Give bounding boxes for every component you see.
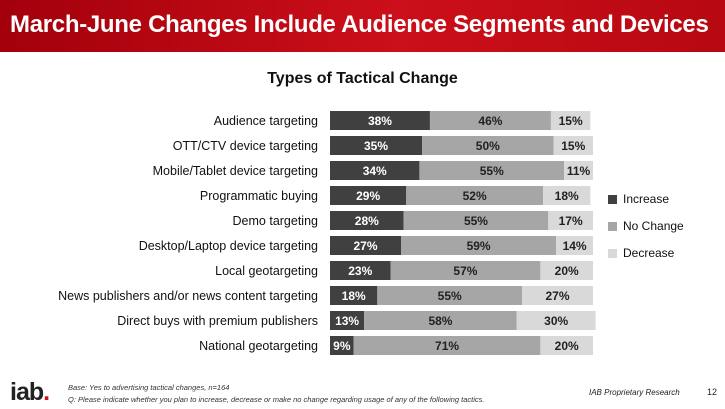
bar-no-change-desktop-laptop-device-targeting (401, 236, 557, 255)
bar-no-change-programmatic-buying (406, 186, 544, 205)
data-label-decrease-demo-targeting: 17% (559, 214, 583, 228)
chart-title: Types of Tactical Change (267, 70, 458, 87)
iab-logo: iab. (10, 378, 50, 406)
data-label-increase-national-geotargeting: 9% (333, 339, 351, 353)
legend-label-decrease: Decrease (623, 246, 675, 260)
category-label-direct-buys-with-premium-publishers: Direct buys with premium publishers (117, 314, 318, 328)
bar-decrease-desktop-laptop-device-targeting (556, 236, 593, 255)
bar-increase-audience-targeting (330, 111, 430, 130)
category-label-programmatic-buying: Programmatic buying (200, 189, 318, 203)
bar-increase-programmatic-buying (330, 186, 407, 205)
data-label-decrease-ott-ctv-device-targeting: 15% (561, 139, 585, 153)
data-label-no-change-direct-buys-with-premium-publishers: 58% (428, 314, 452, 328)
bar-no-change-audience-targeting (429, 111, 551, 130)
title-banner: March-June Changes Include Audience Segm… (0, 0, 725, 52)
data-label-increase-ott-ctv-device-targeting: 35% (364, 139, 388, 153)
data-label-no-change-local-geotargeting: 57% (453, 264, 477, 278)
data-label-no-change-mobile-tablet-device-targeting: 55% (480, 164, 504, 178)
bar-decrease-demo-targeting (548, 211, 593, 230)
data-label-increase-news-publishers-and-or-news-content-targeting: 18% (342, 289, 366, 303)
data-label-no-change-news-publishers-and-or-news-content-targeting: 55% (438, 289, 462, 303)
data-label-increase-audience-targeting: 38% (368, 114, 392, 128)
data-label-no-change-desktop-laptop-device-targeting: 59% (467, 239, 491, 253)
bar-increase-news-publishers-and-or-news-content-targeting (330, 286, 378, 305)
data-label-no-change-programmatic-buying: 52% (463, 189, 487, 203)
data-label-increase-desktop-laptop-device-targeting: 27% (353, 239, 377, 253)
legend-label-no-change: No Change (623, 219, 684, 233)
bar-decrease-programmatic-buying (543, 186, 591, 205)
data-label-decrease-desktop-laptop-device-targeting: 14% (563, 239, 587, 253)
category-label-local-geotargeting: Local geotargeting (215, 264, 318, 278)
data-label-decrease-programmatic-buying: 18% (555, 189, 579, 203)
bar-increase-national-geotargeting (330, 336, 354, 355)
base-footnote: Base: Yes to advertising tactical change… (68, 383, 230, 392)
category-label-mobile-tablet-device-targeting: Mobile/Tablet device targeting (153, 164, 318, 178)
bar-decrease-news-publishers-and-or-news-content-targeting (521, 286, 593, 305)
data-label-decrease-news-publishers-and-or-news-content-targeting: 27% (545, 289, 569, 303)
category-label-ott-ctv-device-targeting: OTT/CTV device targeting (173, 139, 318, 153)
data-label-increase-mobile-tablet-device-targeting: 34% (363, 164, 387, 178)
category-label-audience-targeting: Audience targeting (214, 114, 318, 128)
data-label-no-change-demo-targeting: 55% (464, 214, 488, 228)
question-footnote: Q: Please indicate whether you plan to i… (68, 395, 485, 404)
category-label-demo-targeting: Demo targeting (233, 214, 319, 228)
page-title: March-June Changes Include Audience Segm… (10, 11, 709, 38)
bar-decrease-audience-targeting (550, 111, 591, 130)
data-label-decrease-local-geotargeting: 20% (555, 264, 579, 278)
data-label-no-change-ott-ctv-device-targeting: 50% (476, 139, 500, 153)
bar-increase-direct-buys-with-premium-publishers (330, 311, 365, 330)
data-label-no-change-audience-targeting: 46% (478, 114, 502, 128)
legend-swatch-decrease (608, 248, 617, 258)
data-label-increase-direct-buys-with-premium-publishers: 13% (335, 314, 359, 328)
bar-decrease-direct-buys-with-premium-publishers (516, 311, 596, 330)
research-label: IAB Proprietary Research (589, 388, 680, 397)
bar-decrease-national-geotargeting (540, 336, 593, 355)
bar-decrease-mobile-tablet-device-targeting (564, 161, 593, 180)
bar-increase-mobile-tablet-device-targeting (330, 161, 420, 180)
legend-swatch-increase (608, 194, 617, 204)
bar-increase-desktop-laptop-device-targeting (330, 236, 402, 255)
category-label-desktop-laptop-device-targeting: Desktop/Laptop device targeting (139, 239, 318, 253)
bar-no-change-news-publishers-and-or-news-content-targeting (377, 286, 522, 305)
category-label-news-publishers-and-or-news-content-targeting: News publishers and/or news content targ… (58, 289, 318, 303)
data-label-decrease-mobile-tablet-device-targeting: 11% (567, 164, 591, 178)
bar-increase-ott-ctv-device-targeting (330, 136, 423, 155)
data-label-decrease-national-geotargeting: 20% (555, 339, 579, 353)
data-label-increase-programmatic-buying: 29% (356, 189, 380, 203)
data-label-increase-local-geotargeting: 23% (348, 264, 372, 278)
bar-increase-demo-targeting (330, 211, 404, 230)
category-label-national-geotargeting: National geotargeting (199, 339, 318, 353)
bar-no-change-ott-ctv-device-targeting (422, 136, 554, 155)
chart-legend: Increase No Change Decrease (608, 192, 684, 273)
bar-no-change-local-geotargeting (390, 261, 541, 280)
data-label-decrease-audience-targeting: 15% (559, 114, 583, 128)
bar-no-change-direct-buys-with-premium-publishers (364, 311, 517, 330)
legend-item-decrease: Decrease (608, 246, 684, 260)
data-label-increase-demo-targeting: 28% (355, 214, 379, 228)
bar-decrease-ott-ctv-device-targeting (553, 136, 593, 155)
bar-no-change-mobile-tablet-device-targeting (419, 161, 565, 180)
page-number: 12 (707, 387, 718, 397)
data-label-no-change-national-geotargeting: 71% (435, 339, 459, 353)
legend-label-increase: Increase (623, 192, 670, 206)
bar-no-change-national-geotargeting (353, 336, 541, 355)
legend-item-no-change: No Change (608, 219, 684, 233)
legend-swatch-no-change (608, 221, 617, 231)
legend-item-increase: Increase (608, 192, 684, 206)
bar-decrease-local-geotargeting (540, 261, 593, 280)
bar-no-change-demo-targeting (403, 211, 549, 230)
bar-increase-local-geotargeting (330, 261, 391, 280)
data-label-decrease-direct-buys-with-premium-publishers: 30% (544, 314, 568, 328)
